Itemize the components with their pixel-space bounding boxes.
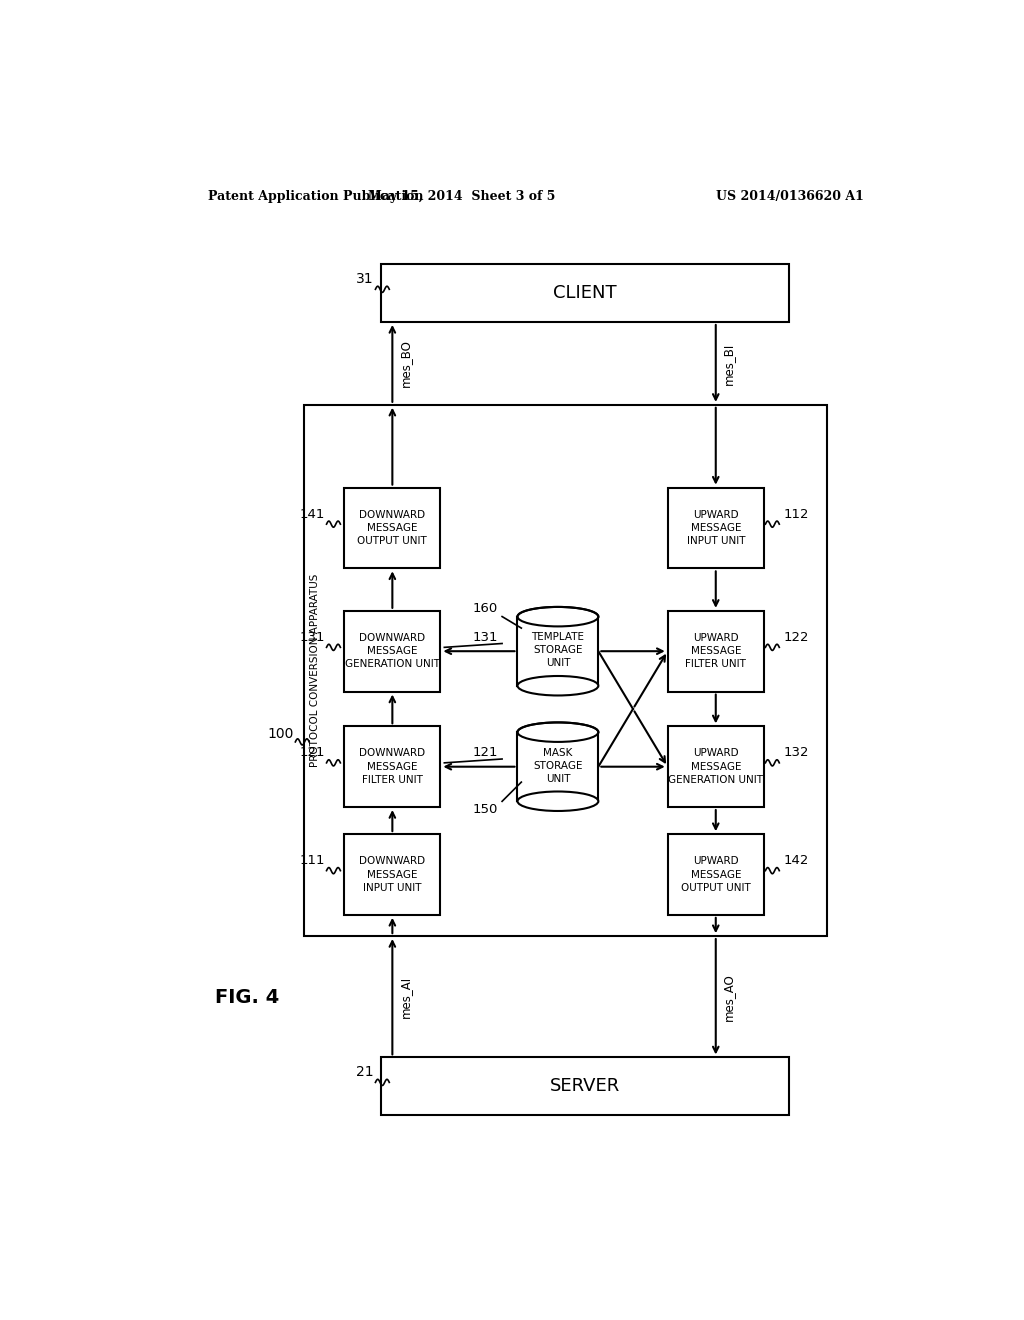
Bar — [344, 487, 440, 569]
Bar — [668, 834, 764, 915]
Text: mes_BO: mes_BO — [398, 339, 412, 387]
Text: 121: 121 — [299, 746, 325, 759]
Text: TEMPLATE
STORAGE
UNIT: TEMPLATE STORAGE UNIT — [531, 632, 585, 668]
Text: DOWNWARD
MESSAGE
FILTER UNIT: DOWNWARD MESSAGE FILTER UNIT — [359, 748, 425, 785]
Bar — [517, 616, 598, 685]
Text: MASK
STORAGE
UNIT: MASK STORAGE UNIT — [534, 747, 583, 784]
Bar — [304, 405, 827, 936]
Bar — [381, 1057, 788, 1115]
Bar — [344, 611, 440, 692]
Text: 112: 112 — [783, 508, 809, 520]
Bar — [517, 733, 598, 801]
Text: 160: 160 — [473, 602, 499, 615]
Text: UPWARD
MESSAGE
INPUT UNIT: UPWARD MESSAGE INPUT UNIT — [686, 510, 745, 546]
Text: mes_AI: mes_AI — [398, 975, 412, 1018]
Bar — [381, 264, 788, 322]
Text: UPWARD
MESSAGE
OUTPUT UNIT: UPWARD MESSAGE OUTPUT UNIT — [681, 857, 751, 892]
Text: DOWNWARD
MESSAGE
GENERATION UNIT: DOWNWARD MESSAGE GENERATION UNIT — [345, 634, 440, 669]
Text: 141: 141 — [300, 508, 325, 520]
Bar — [344, 726, 440, 807]
Text: UPWARD
MESSAGE
FILTER UNIT: UPWARD MESSAGE FILTER UNIT — [685, 634, 746, 669]
Text: 100: 100 — [267, 727, 294, 742]
Ellipse shape — [517, 607, 598, 627]
Text: 122: 122 — [783, 631, 809, 644]
Text: 132: 132 — [783, 746, 809, 759]
Text: 111: 111 — [299, 854, 325, 867]
Text: 121: 121 — [473, 746, 499, 759]
Bar — [344, 834, 440, 915]
Ellipse shape — [517, 676, 598, 696]
Text: mes_BI: mes_BI — [722, 342, 735, 384]
Text: 150: 150 — [473, 803, 499, 816]
Text: 131: 131 — [299, 631, 325, 644]
Ellipse shape — [517, 792, 598, 810]
Text: 131: 131 — [473, 631, 499, 644]
Text: CLIENT: CLIENT — [553, 284, 616, 302]
Text: SERVER: SERVER — [550, 1077, 620, 1096]
Text: DOWNWARD
MESSAGE
OUTPUT UNIT: DOWNWARD MESSAGE OUTPUT UNIT — [357, 510, 427, 546]
Text: Patent Application Publication: Patent Application Publication — [208, 190, 423, 203]
Text: 21: 21 — [356, 1065, 374, 1080]
Text: US 2014/0136620 A1: US 2014/0136620 A1 — [716, 190, 863, 203]
Text: UPWARD
MESSAGE
GENERATION UNIT: UPWARD MESSAGE GENERATION UNIT — [669, 748, 763, 785]
Bar — [668, 726, 764, 807]
Bar — [668, 611, 764, 692]
Text: 31: 31 — [356, 272, 374, 286]
Text: DOWNWARD
MESSAGE
INPUT UNIT: DOWNWARD MESSAGE INPUT UNIT — [359, 857, 425, 892]
Text: PROTOCOL CONVERSION APPARATUS: PROTOCOL CONVERSION APPARATUS — [309, 574, 319, 767]
Text: 142: 142 — [783, 854, 809, 867]
Bar — [668, 487, 764, 569]
Text: FIG. 4: FIG. 4 — [215, 989, 280, 1007]
Ellipse shape — [517, 722, 598, 742]
Text: May 15, 2014  Sheet 3 of 5: May 15, 2014 Sheet 3 of 5 — [368, 190, 555, 203]
Text: mes_AO: mes_AO — [722, 973, 735, 1020]
